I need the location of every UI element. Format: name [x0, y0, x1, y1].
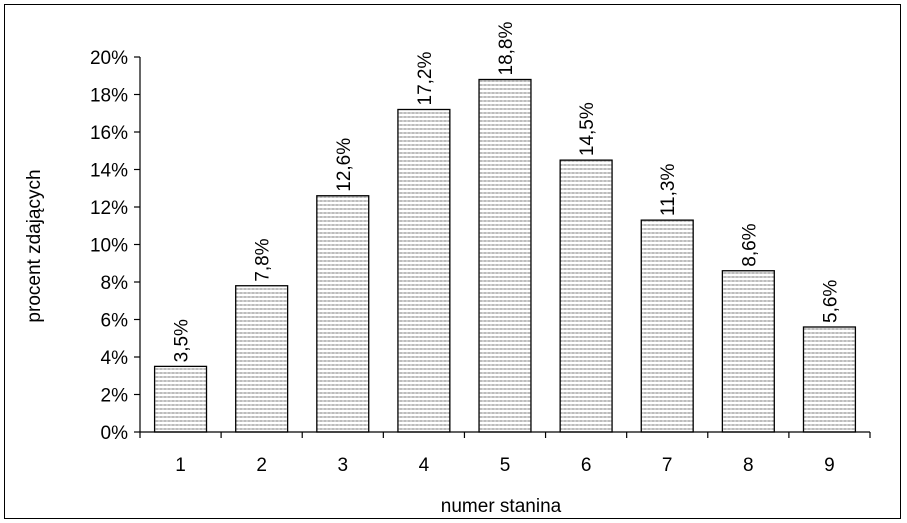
- data-label: 17,2%: [415, 52, 436, 106]
- y-tick-label: 10%: [90, 236, 128, 257]
- data-label: 8,6%: [739, 223, 760, 266]
- bar: [640, 219, 694, 433]
- x-axis-ticks: 1 2 3 4 5 6 7 8 9: [139, 432, 871, 476]
- y-tick-label: 8%: [101, 273, 129, 294]
- bar: [235, 285, 289, 433]
- data-label: 12,6%: [334, 138, 355, 192]
- bar: [397, 108, 451, 433]
- y-tick-label: 0%: [101, 423, 129, 444]
- bar: [478, 78, 532, 433]
- bar: [559, 159, 613, 433]
- y-tick-label: 6%: [101, 311, 129, 332]
- y-tick-label: 16%: [90, 123, 128, 144]
- x-tick-label: 1: [175, 455, 186, 476]
- x-tick-label: 2: [256, 455, 267, 476]
- bars: 3,5% 7,8% 12,6% 17,2% 18,8% 14,5% 11,3% 8,6% 5,6…: [153, 22, 857, 433]
- y-tick-label: 4%: [101, 348, 129, 369]
- x-tick-label: 3: [337, 455, 348, 476]
- x-tick-label: 5: [500, 455, 511, 476]
- data-label: 5,6%: [820, 280, 841, 323]
- y-axis-title: procent zdających: [24, 169, 45, 322]
- chart-frame: [4, 4, 901, 519]
- x-tick-label: 7: [662, 455, 673, 476]
- y-tick-label: 14%: [90, 161, 128, 182]
- x-tick-label: 8: [743, 455, 754, 476]
- data-label: 3,5%: [172, 319, 193, 362]
- bar: [802, 326, 857, 433]
- x-tick-label: 6: [581, 455, 592, 476]
- data-label: 18,8%: [496, 22, 517, 76]
- y-tick-label: 2%: [101, 386, 129, 407]
- y-tick-label: 12%: [90, 198, 128, 219]
- y-tick-label: 20%: [90, 48, 128, 69]
- bar: [316, 195, 370, 433]
- x-tick-label: 4: [419, 455, 430, 476]
- bar: [721, 270, 775, 433]
- x-tick-label: 9: [824, 455, 835, 476]
- data-label: 14,5%: [577, 102, 598, 156]
- bar: [153, 365, 208, 433]
- y-tick-label: 18%: [90, 86, 128, 107]
- y-axis-ticks: 0% 2% 4% 6% 8% 10% 12% 14% 16% 18% 20%: [90, 48, 140, 444]
- data-label: 7,8%: [253, 238, 274, 281]
- data-label: 11,3%: [658, 164, 679, 217]
- x-axis-title: numer stanina: [441, 496, 562, 517]
